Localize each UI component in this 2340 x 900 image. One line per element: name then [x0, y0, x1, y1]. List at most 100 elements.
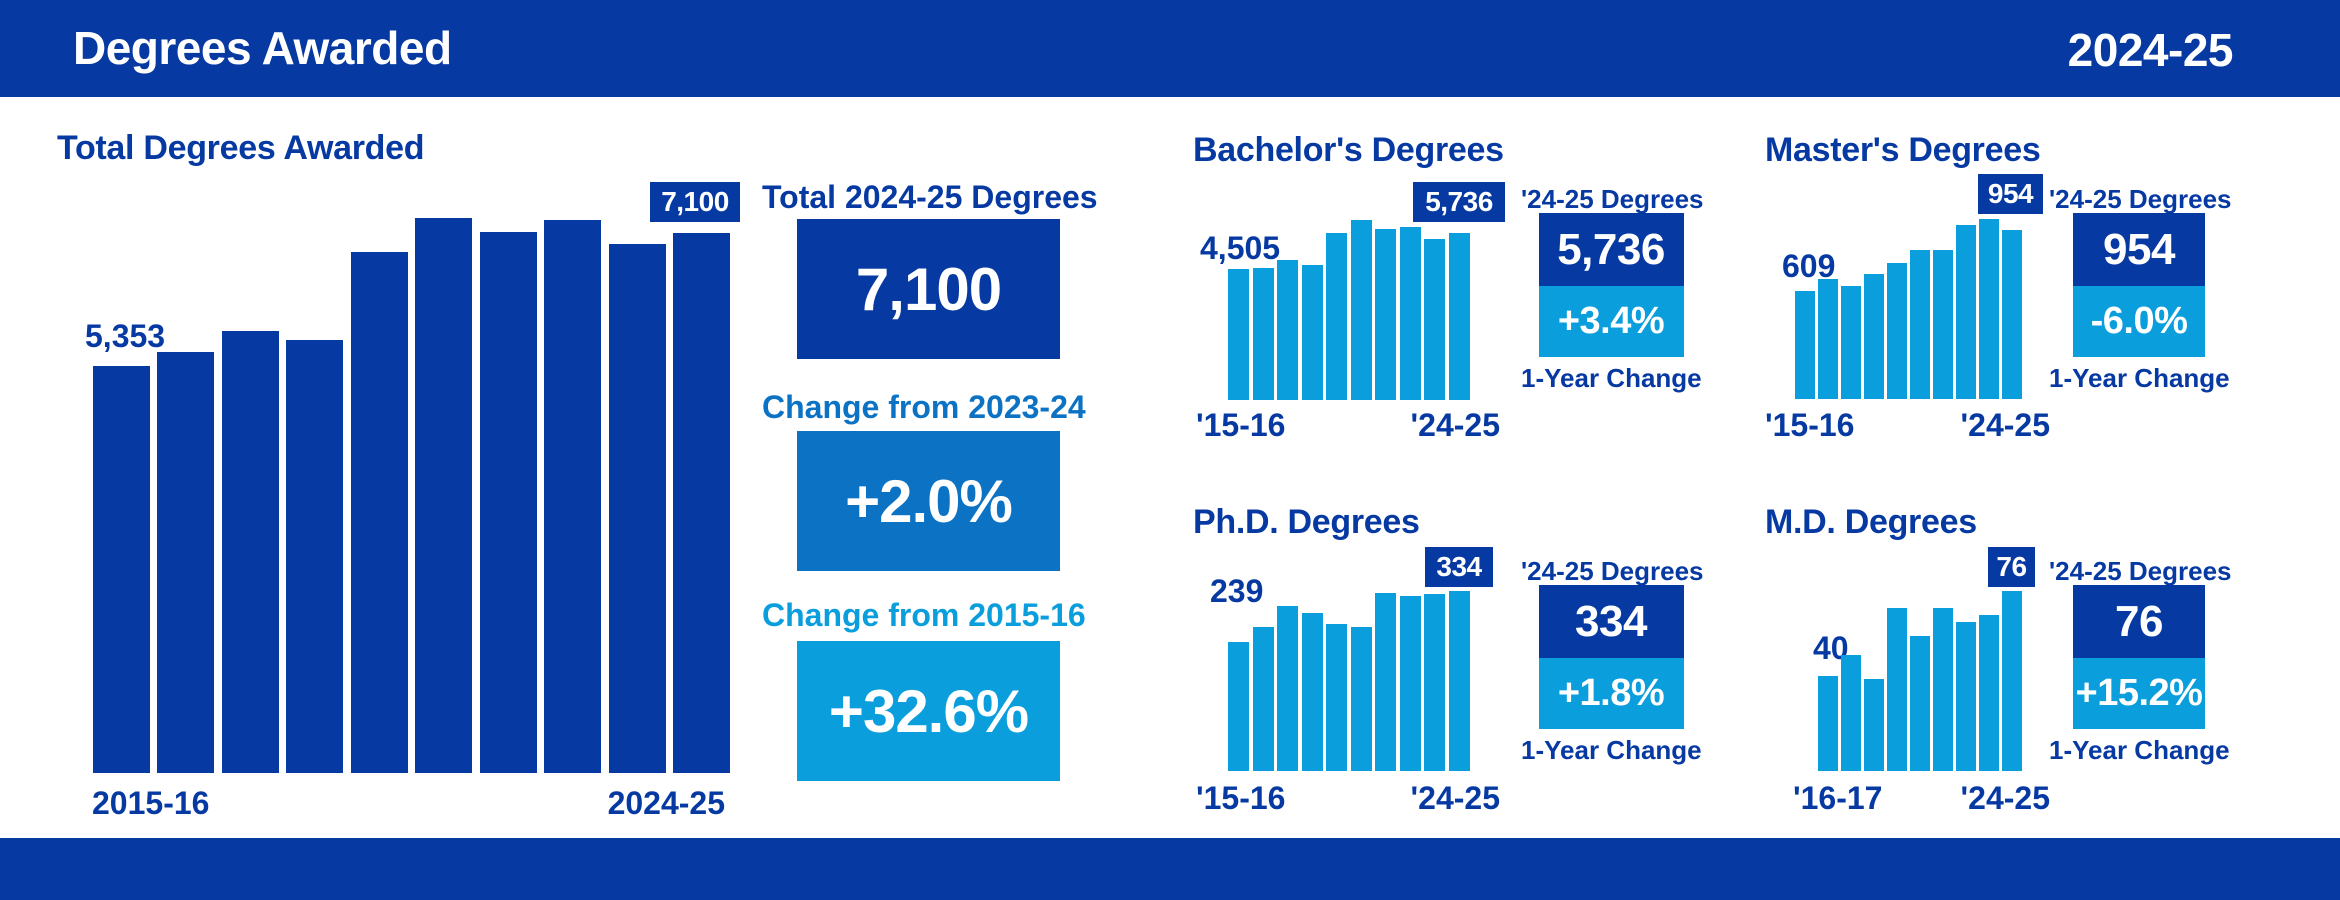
chart-bar	[415, 218, 473, 773]
chart-bar	[1399, 596, 1421, 771]
chart-bar	[1933, 608, 1953, 771]
chart-bar	[1301, 265, 1323, 400]
header-bar: Degrees Awarded 2024-25	[0, 0, 2340, 97]
chart-bar	[1795, 291, 1815, 399]
header-year-badge: 2024-25	[2067, 24, 2234, 76]
md-bar-chart	[1818, 591, 2022, 771]
summary-yoy-label: Change from 2023-24	[762, 389, 1086, 425]
chart-bar	[1350, 627, 1372, 771]
phd-stat-block: '24-25 Degrees 334 +1.8% 1-Year Change	[1521, 556, 1704, 766]
chart-bar	[608, 244, 666, 773]
masters-title: Master's Degrees	[1765, 131, 2041, 169]
chart-bar	[479, 232, 537, 773]
bachelors-stat-caption: 1-Year Change	[1521, 363, 1702, 393]
chart-bar	[1326, 624, 1348, 771]
chart-bar	[286, 340, 344, 773]
masters-bar-chart	[1795, 219, 2022, 399]
chart-bar	[1252, 627, 1274, 771]
phd-stat-label: '24-25 Degrees	[1521, 556, 1704, 586]
chart-bar	[1277, 260, 1299, 400]
chart-bar	[1910, 636, 1930, 771]
chart-bar	[544, 220, 602, 773]
bachelors-title: Bachelor's Degrees	[1193, 131, 1504, 169]
total-latest-year-value-box: 7,100	[650, 182, 740, 222]
summary-total-label: Total 2024-25 Degrees	[762, 179, 1098, 215]
chart-bar	[1326, 233, 1348, 400]
chart-bar	[1864, 274, 1884, 399]
bachelors-stat-block: '24-25 Degrees 5,736 +3.4% 1-Year Change	[1521, 184, 1704, 394]
masters-stat-label: '24-25 Degrees	[2049, 184, 2232, 214]
chart-bar	[1252, 268, 1274, 400]
md-latest-year-value-box: 76	[1988, 547, 2035, 587]
phd-stat-caption: 1-Year Change	[1521, 735, 1702, 765]
chart-bar	[1399, 227, 1421, 400]
phd-axis-start-label: '15-16	[1196, 780, 1286, 816]
bachelors-bar-chart	[1228, 220, 1470, 400]
phd-first-year-value-label: 239	[1210, 573, 1264, 609]
masters-latest-year-value-box: 954	[1978, 174, 2043, 214]
chart-bar	[1375, 593, 1397, 771]
chart-bar	[1956, 622, 1976, 771]
chart-bar	[1424, 239, 1446, 400]
chart-bar	[1350, 220, 1372, 400]
chart-bar	[350, 252, 408, 773]
chart-bar	[1933, 250, 1953, 399]
page-title: Degrees Awarded	[73, 22, 452, 74]
md-stat-change: +15.2%	[2073, 658, 2205, 729]
chart-bar	[1864, 679, 1884, 771]
md-title: M.D. Degrees	[1765, 503, 1977, 541]
chart-bar	[1979, 219, 1999, 399]
bachelors-stat-change: +3.4%	[1538, 286, 1684, 357]
masters-stat-caption: 1-Year Change	[2049, 363, 2230, 393]
chart-bar	[1818, 279, 1838, 399]
masters-axis-start-label: '15-16	[1765, 407, 1855, 443]
summary-column: Total 2024-25 Degrees 7,100 Change from …	[762, 179, 1102, 781]
total-first-year-value-label: 5,353	[85, 318, 166, 354]
phd-latest-year-value-box: 334	[1425, 547, 1493, 587]
masters-stat-value: 954	[2073, 213, 2205, 286]
md-stat-block: '24-25 Degrees 76 +15.2% 1-Year Change	[2049, 556, 2232, 766]
bachelors-latest-year-value-box: 5,736	[1413, 182, 1505, 222]
chart-bar	[1979, 615, 1999, 771]
chart-bar	[1277, 606, 1299, 771]
chart-bar	[672, 233, 730, 773]
chart-bar	[1448, 233, 1470, 400]
footer-bar	[0, 838, 2340, 900]
chart-bar	[1956, 225, 1976, 399]
md-stat-caption: 1-Year Change	[2049, 735, 2230, 765]
chart-bar	[1375, 229, 1397, 400]
masters-first-year-value-label: 609	[1782, 248, 1836, 284]
summary-decade-value-box: +32.6%	[797, 641, 1060, 781]
phd-stat-value: 334	[1538, 585, 1684, 658]
masters-axis-end-label: '24-25	[1960, 407, 2050, 443]
summary-decade-label: Change from 2015-16	[762, 597, 1086, 633]
chart-bar	[157, 352, 215, 773]
bachelors-stat-value: 5,736	[1538, 213, 1684, 286]
chart-bar	[1910, 250, 1930, 399]
chart-bar	[1301, 613, 1323, 771]
bachelors-stat-label: '24-25 Degrees	[1521, 184, 1704, 214]
total-degrees-bar-chart	[93, 218, 730, 773]
phd-axis-end-label: '24-25	[1410, 780, 1500, 816]
phd-bar-chart	[1228, 591, 1470, 771]
bachelors-first-year-value-label: 4,505	[1200, 230, 1281, 266]
chart-bar	[1841, 286, 1861, 399]
bachelors-axis-start-label: '15-16	[1196, 407, 1286, 443]
md-stat-label: '24-25 Degrees	[2049, 556, 2232, 586]
phd-stat-change: +1.8%	[1538, 658, 1684, 729]
bachelors-axis-end-label: '24-25	[1410, 407, 1500, 443]
bachelors-stat-box: 5,736 +3.4%	[1538, 213, 1684, 357]
masters-stat-block: '24-25 Degrees 954 -6.0% 1-Year Change	[2049, 184, 2232, 394]
phd-title: Ph.D. Degrees	[1193, 503, 1420, 541]
md-stat-box: 76 +15.2%	[2073, 585, 2205, 729]
md-stat-value: 76	[2073, 585, 2205, 658]
total-chart-title: Total Degrees Awarded	[57, 129, 425, 167]
summary-total-value-box: 7,100	[797, 219, 1060, 359]
chart-bar	[1887, 263, 1907, 399]
masters-stat-box: 954 -6.0%	[2073, 213, 2205, 357]
md-axis-end-label: '24-25	[1960, 780, 2050, 816]
chart-bar	[1818, 676, 1838, 771]
chart-bar	[1228, 642, 1249, 771]
total-axis-start-label: 2015-16	[92, 785, 210, 821]
